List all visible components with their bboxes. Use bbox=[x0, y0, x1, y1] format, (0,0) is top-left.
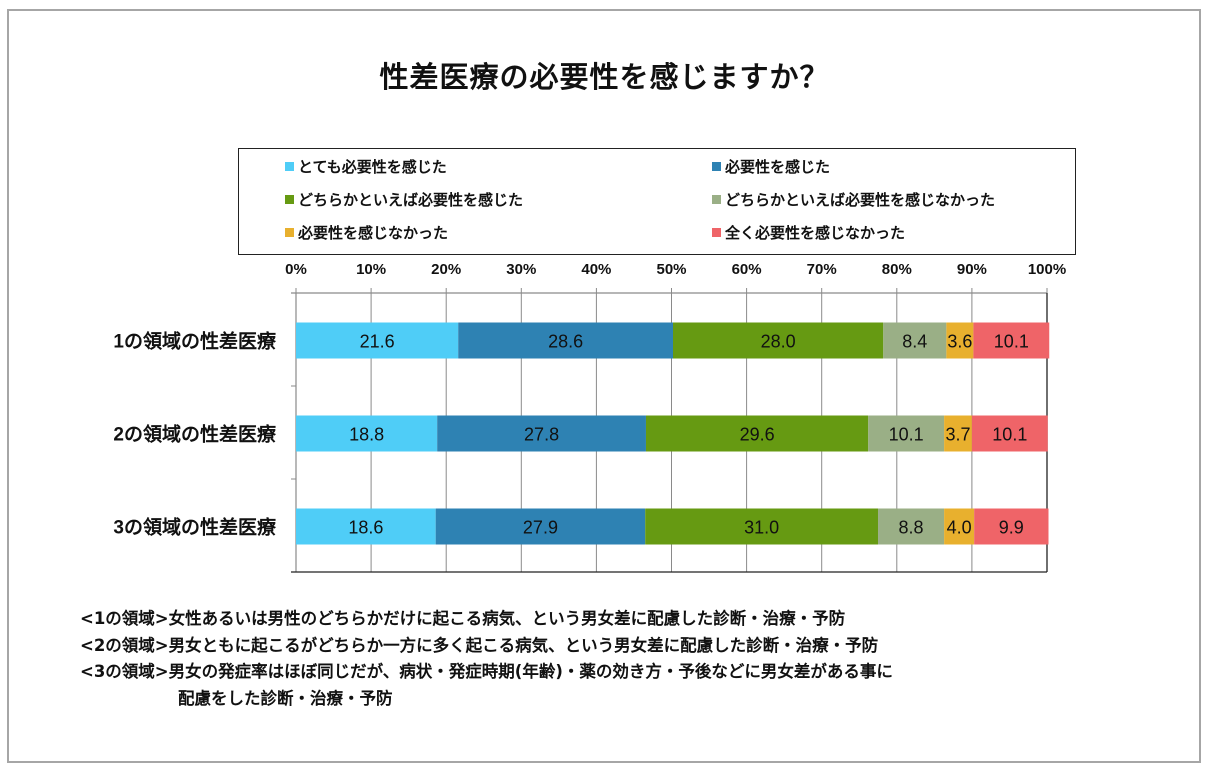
data-label: 10.1 bbox=[889, 425, 924, 445]
data-label: 4.0 bbox=[947, 518, 972, 538]
x-tick-label: 90% bbox=[957, 261, 987, 278]
data-label: 21.6 bbox=[360, 332, 395, 352]
footnote-1: <1の領域>女性あるいは男性のどちらかだけに起こる病気、という男女差に配慮した診… bbox=[80, 609, 846, 628]
chart-frame bbox=[7, 9, 1201, 763]
x-tick-label: 0% bbox=[285, 261, 307, 278]
footnotes: <1の領域>女性あるいは男性のどちらかだけに起こる病気、という男女差に配慮した診… bbox=[80, 606, 893, 712]
data-label: 29.6 bbox=[740, 425, 775, 445]
chart-title: 性差医療の必要性を感じますか？ bbox=[379, 60, 830, 94]
footnote-2: <2の領域>男女ともに起こるがどちらか一方に多く起こる病気、という男女差に配慮し… bbox=[80, 635, 879, 655]
x-tick-label: 70% bbox=[807, 261, 837, 278]
bar-segment bbox=[435, 508, 646, 545]
bar-segment bbox=[971, 415, 1048, 452]
data-label: 8.8 bbox=[899, 518, 924, 538]
x-tick-label: 30% bbox=[506, 261, 536, 278]
x-tick-label: 40% bbox=[581, 261, 611, 278]
legend-swatch bbox=[712, 227, 721, 237]
data-label: 27.8 bbox=[524, 425, 559, 445]
data-label: 28.6 bbox=[548, 332, 583, 352]
bar-segment bbox=[645, 508, 879, 545]
data-label: 18.6 bbox=[348, 518, 383, 538]
data-label: 3.6 bbox=[947, 332, 972, 352]
legend-swatch bbox=[285, 227, 294, 237]
data-label: 28.0 bbox=[761, 332, 796, 352]
data-label: 27.9 bbox=[523, 518, 558, 538]
bar-segment bbox=[296, 322, 459, 359]
bar-segment bbox=[944, 415, 972, 452]
legend-swatch bbox=[712, 161, 721, 171]
bar-segment bbox=[946, 322, 974, 359]
footnote-3: <3の領域>男女の発症率はほぼ同じだが、病状・発症時期(年齢)・薬の効き方・予後… bbox=[80, 662, 893, 681]
footnote-3-continued: 配慮をした診断・治療・予防 bbox=[178, 688, 393, 708]
bar-segment bbox=[883, 322, 947, 359]
legend-swatch bbox=[285, 161, 294, 171]
bar-segment bbox=[645, 415, 869, 452]
legend-item: 必要性を感じなかった bbox=[285, 221, 448, 243]
legend-label: 必要性を感じなかった bbox=[298, 223, 449, 242]
data-label: 18.8 bbox=[349, 425, 384, 445]
bar-segment bbox=[458, 322, 674, 359]
data-label: 10.1 bbox=[992, 425, 1027, 445]
category-label: 2の領域の性差医療 bbox=[113, 423, 277, 446]
bar-segment bbox=[296, 508, 436, 545]
legend-item: 必要性を感じた bbox=[712, 155, 830, 177]
legend-label: とても必要性を感じた bbox=[298, 157, 447, 176]
x-tick-label: 60% bbox=[732, 261, 762, 278]
bar-segment bbox=[868, 415, 945, 452]
data-label: 10.1 bbox=[994, 332, 1029, 352]
category-label: 3の領域の性差医療 bbox=[113, 516, 277, 539]
legend-item: 全く必要性を感じなかった bbox=[712, 221, 905, 243]
x-tick-label: 20% bbox=[431, 261, 461, 278]
bar-segment bbox=[437, 415, 646, 452]
bar-segment bbox=[974, 508, 1049, 545]
legend-label: 全く必要性を感じなかった bbox=[725, 223, 906, 242]
data-label: 31.0 bbox=[744, 518, 779, 538]
legend-label: 必要性を感じた bbox=[725, 157, 831, 176]
bar-segment bbox=[878, 508, 945, 545]
x-tick-label: 100% bbox=[1028, 261, 1066, 278]
bar-segment bbox=[944, 508, 975, 545]
x-tick-label: 10% bbox=[356, 261, 386, 278]
bar-segment bbox=[973, 322, 1050, 359]
legend-label: どちらかといえば必要性を感じた bbox=[298, 190, 524, 209]
legend: とても必要性を感じた 必要性を感じた どちらかといえば必要性を感じた どちらかと… bbox=[238, 148, 1076, 255]
x-tick-label: 80% bbox=[882, 261, 912, 278]
data-label: 8.4 bbox=[902, 332, 927, 352]
legend-item: とても必要性を感じた bbox=[285, 155, 447, 177]
legend-swatch bbox=[712, 194, 721, 204]
legend-label: どちらかといえば必要性を感じなかった bbox=[725, 190, 996, 209]
bar-segment bbox=[673, 322, 884, 359]
legend-item: どちらかといえば必要性を感じた bbox=[285, 188, 523, 210]
data-label: 9.9 bbox=[999, 518, 1024, 538]
bar-segment bbox=[296, 415, 438, 452]
category-label: 1の領域の性差医療 bbox=[113, 330, 277, 353]
legend-swatch bbox=[285, 194, 294, 204]
x-tick-label: 50% bbox=[656, 261, 686, 278]
legend-item: どちらかといえば必要性を感じなかった bbox=[712, 188, 995, 210]
data-label: 3.7 bbox=[945, 425, 970, 445]
